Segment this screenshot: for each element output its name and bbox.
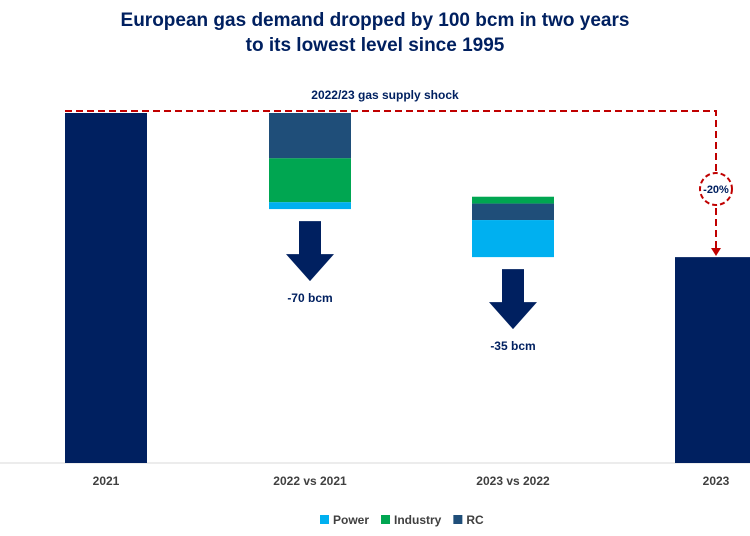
x-tick-label: 2023 xyxy=(703,474,730,488)
bar-total-2023 xyxy=(675,257,750,463)
segment-power xyxy=(472,220,554,258)
legend-swatch-industry xyxy=(381,515,391,524)
x-tick-label: 2022 vs 2021 xyxy=(273,474,347,488)
legend-item-industry: Industry xyxy=(394,513,442,527)
legend-item-rc: RC xyxy=(466,513,484,527)
bar-total-2021 xyxy=(65,113,147,463)
change-label: -35 bcm xyxy=(490,339,535,353)
legend-swatch-power xyxy=(320,515,329,524)
segment-power xyxy=(269,202,351,210)
pct-label: -20% xyxy=(703,184,729,196)
segment-rc xyxy=(269,113,351,159)
supply-shock-line xyxy=(65,110,717,250)
x-tick-label: 2021 xyxy=(93,474,120,488)
x-tick-label: 2023 vs 2022 xyxy=(476,474,550,488)
segment-industry xyxy=(269,158,351,203)
segment-industry xyxy=(472,196,554,204)
chart-title: European gas demand dropped by 100 bcm i… xyxy=(0,8,750,58)
down-arrow-icon xyxy=(489,269,537,330)
legend-item-power: Power xyxy=(333,513,369,527)
segment-rc xyxy=(472,203,554,221)
annotation-label: 2022/23 gas supply shock xyxy=(311,88,459,102)
pct-circle xyxy=(699,172,733,206)
down-arrow-icon xyxy=(286,221,334,282)
legend-swatch-rc xyxy=(453,515,463,524)
title-line-1: European gas demand dropped by 100 bcm i… xyxy=(120,10,630,31)
title-line-2: to its lowest level since 1995 xyxy=(245,35,505,56)
arrowhead-icon xyxy=(711,248,721,256)
change-label: -70 bcm xyxy=(287,291,332,305)
